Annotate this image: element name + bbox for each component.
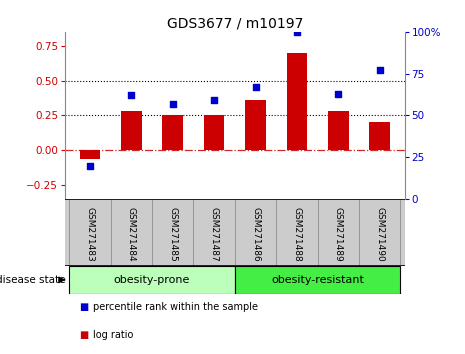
Bar: [328, 111, 349, 150]
Text: ■: ■: [79, 302, 88, 312]
Point: [169, 101, 176, 107]
Point: [335, 91, 342, 97]
Text: GSM271485: GSM271485: [168, 207, 177, 262]
Text: GSM271489: GSM271489: [334, 207, 343, 262]
Bar: [69, 266, 235, 294]
Point: [252, 84, 259, 90]
Bar: [369, 122, 390, 150]
Bar: [245, 100, 266, 150]
Text: disease state: disease state: [0, 275, 66, 285]
Bar: [286, 53, 307, 150]
Text: obesity-prone: obesity-prone: [114, 275, 190, 285]
Bar: [235, 266, 400, 294]
Bar: [80, 150, 100, 159]
Title: GDS3677 / m10197: GDS3677 / m10197: [166, 17, 303, 31]
Point: [376, 68, 384, 73]
Text: GSM271488: GSM271488: [292, 207, 301, 262]
Point: [127, 92, 135, 98]
Text: GSM271484: GSM271484: [127, 207, 136, 262]
Text: log ratio: log ratio: [93, 330, 133, 340]
Text: GSM271486: GSM271486: [251, 207, 260, 262]
Point: [293, 29, 301, 35]
Point: [210, 98, 218, 103]
Bar: [204, 115, 225, 150]
Text: GSM271490: GSM271490: [375, 207, 384, 262]
Point: [86, 163, 93, 169]
Text: GSM271487: GSM271487: [210, 207, 219, 262]
Text: percentile rank within the sample: percentile rank within the sample: [93, 302, 258, 312]
Text: ■: ■: [79, 330, 88, 340]
Text: obesity-resistant: obesity-resistant: [271, 275, 364, 285]
Bar: [162, 115, 183, 150]
Text: GSM271483: GSM271483: [86, 207, 94, 262]
Bar: [121, 111, 142, 150]
